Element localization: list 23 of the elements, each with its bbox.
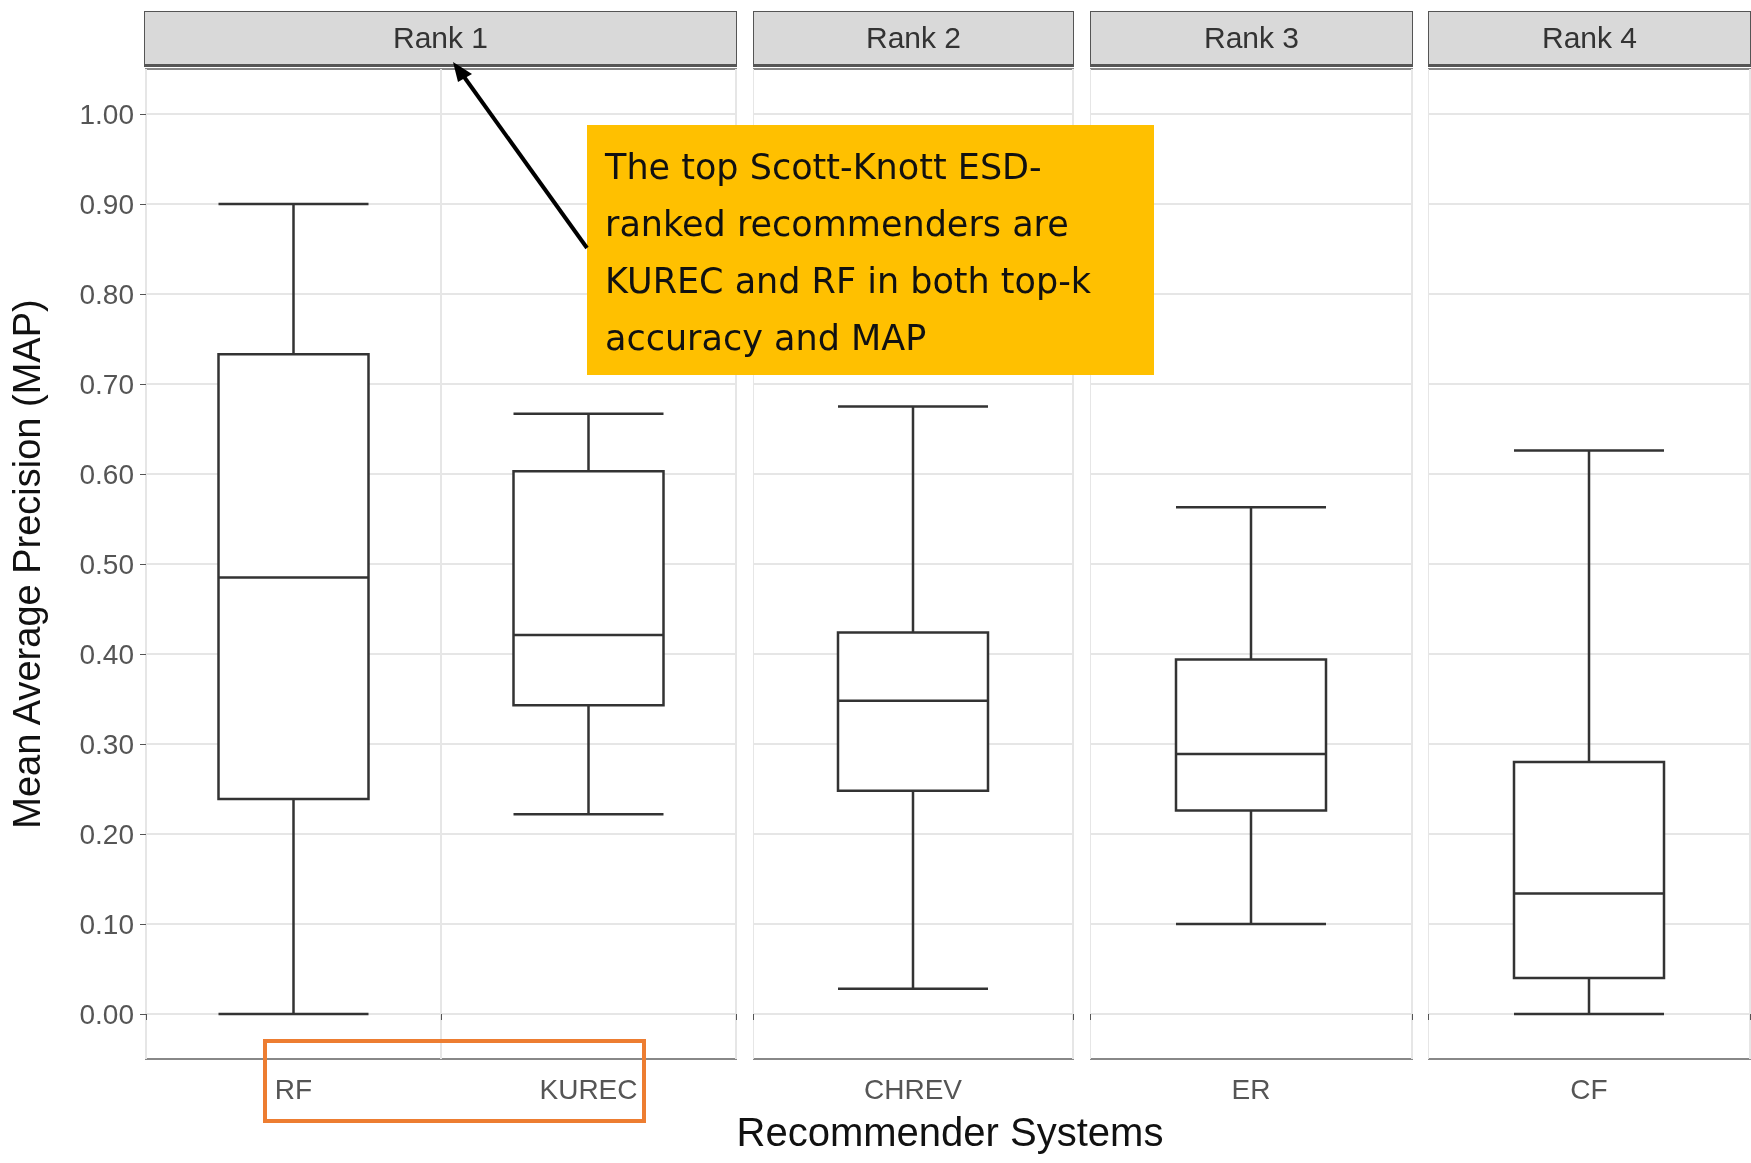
x-tick-label: RF xyxy=(274,1073,313,1105)
x-tick-label: CF xyxy=(1570,1073,1608,1105)
y-tick-label: 0.70 xyxy=(79,368,134,400)
y-tick-label: 0.50 xyxy=(79,548,134,580)
x-tick-label: KUREC xyxy=(539,1073,638,1105)
x-axis-title: Recommender Systems xyxy=(735,1110,1165,1155)
y-tick-label: 0.80 xyxy=(79,278,134,310)
y-tick-label: 0.10 xyxy=(79,908,134,940)
x-tick-label: CHREV xyxy=(863,1073,963,1105)
annotation: The top Scott-Knott ESD-ranked recommenders are KUREC and RF in both top-k accuracy and MAP xyxy=(587,125,1154,375)
y-tick-label: 0.40 xyxy=(79,638,134,670)
y-tick-label: 0.90 xyxy=(79,188,134,220)
chart-title: Rank 3 xyxy=(1090,11,1413,67)
chart-title: Rank 4 xyxy=(1428,11,1751,67)
y-tick-label: 0.20 xyxy=(79,818,134,850)
y-tick-label: 0.60 xyxy=(79,458,134,490)
x-tick-label: ER xyxy=(1231,1073,1271,1105)
y-tick-label: 0.30 xyxy=(79,728,134,760)
chart-title: Rank 1 xyxy=(144,11,737,67)
y-tick-label: 0.00 xyxy=(79,998,134,1030)
chart-title: Rank 2 xyxy=(753,11,1074,67)
y-axis-title: Mean Average Precision (MAP) xyxy=(6,299,48,829)
y-tick-label: 1.00 xyxy=(79,98,134,130)
